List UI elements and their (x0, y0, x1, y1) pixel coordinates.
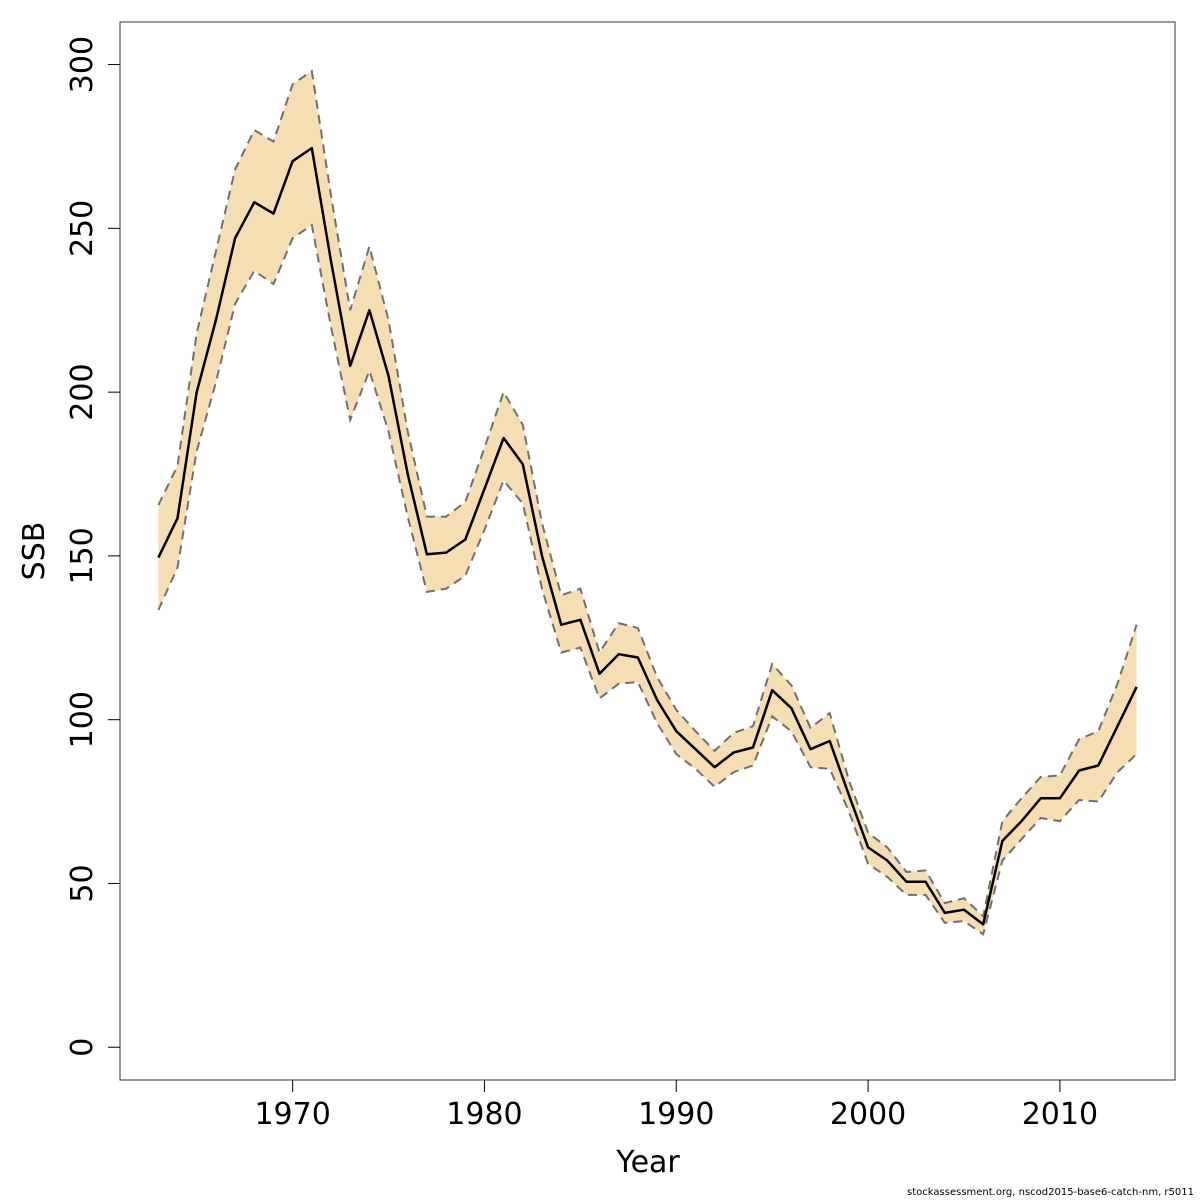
y-tick-label: 50 (65, 864, 100, 902)
y-axis: 0 50 100 150 200 250 300 (65, 36, 120, 1057)
y-tick-label: 100 (65, 691, 100, 748)
upper-bound-line (157, 69, 1138, 919)
y-tick-label: 250 (65, 200, 100, 257)
x-axis-title: Year (615, 1145, 680, 1180)
x-tick-label: 2010 (1022, 1097, 1098, 1132)
plot-frame (119, 21, 1176, 1081)
y-tick-label: 200 (65, 363, 100, 420)
x-axis: 1970 1980 1990 2000 2010 (254, 1080, 1098, 1132)
x-tick-label: 1980 (446, 1097, 522, 1132)
y-tick-label: 150 (65, 527, 100, 584)
x-tick-label: 1990 (638, 1097, 714, 1132)
y-tick-label: 0 (65, 1038, 100, 1057)
confidence-band (158, 71, 1137, 935)
ssb-estimate-line (157, 146, 1138, 926)
y-axis-title: SSB (17, 522, 52, 581)
y-tick-label: 300 (65, 36, 100, 93)
footer-note: stockassessment.org, nscod2015-base6-cat… (907, 1187, 1194, 1198)
lower-bound-line (157, 223, 1138, 936)
x-tick-label: 2000 (830, 1097, 906, 1132)
x-tick-label: 1970 (254, 1097, 330, 1132)
